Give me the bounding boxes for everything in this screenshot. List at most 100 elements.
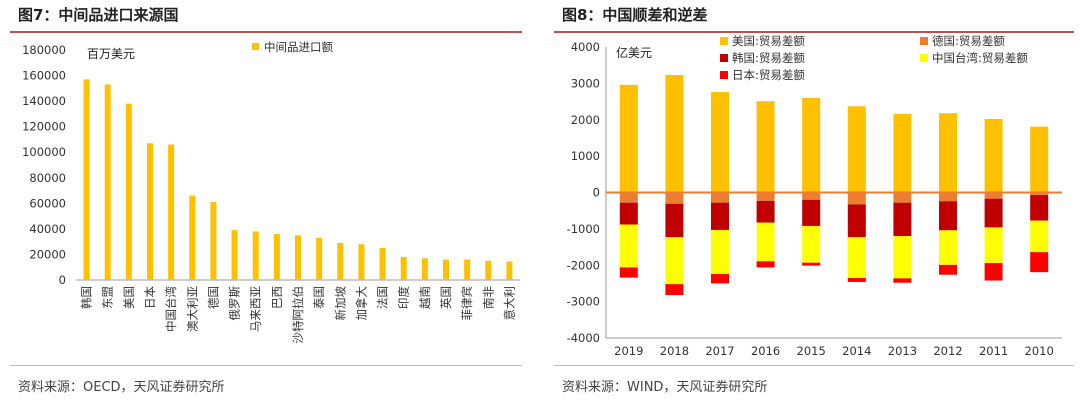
y-tick-label: 0 [59,273,66,287]
bar [358,244,365,280]
bar-segment [802,225,821,263]
x-tick-label: 意大利 [502,286,516,321]
bar-segment [619,267,638,278]
bar-segment [802,192,821,200]
bar-segment [619,192,638,203]
bar [379,248,386,280]
figure-7-panel: 图7：中间品进口来源国 0 20000 40000 60000 80000 100000 1… [0,0,532,402]
bar [485,260,492,280]
bar-segment [847,204,866,238]
legend-label: 德国:贸易差额 [932,34,1005,48]
x-tick-label: 2010 [1025,344,1054,358]
legend-swatch [720,37,728,45]
x-tick-label: 菲律宾 [460,286,474,321]
bar-segment [1030,195,1049,221]
bar-segment [802,199,821,226]
figure-7-source: 资料来源：OECD，天风证券研究所 [18,380,225,395]
bar-segment [939,192,957,202]
x-tick-label: 2017 [705,344,734,358]
bar-segment [711,192,729,203]
bar [464,259,471,280]
x-tick-label: 2016 [751,344,780,358]
figure-7-title: 图7：中间品进口来源国 [18,6,179,24]
figure-8-bottom-rule [554,365,1074,366]
x-tick-label: 2014 [842,344,871,358]
bar-segment [847,237,866,278]
x-tick-label: 新加坡 [333,286,347,321]
bar-segment [756,192,775,201]
bar [337,242,344,280]
figure-7-title-rule [10,31,522,33]
y-tick-label: 100000 [22,145,66,159]
figure-7-chart: 0 20000 40000 60000 80000 100000 120000 140000 1… [22,40,520,344]
bar-segment [665,237,684,285]
bar-segment [1030,220,1049,253]
y-tick-label: -3000 [567,295,600,309]
figure-7-bottom-rule [10,365,522,366]
bar [231,230,238,280]
x-tick-label: 美国 [122,286,136,309]
bar-segment [619,84,638,193]
bar-segment [665,203,684,238]
x-tick-label: 越南 [418,286,432,309]
bar-segment [1030,126,1049,193]
x-tick-label: 韩国 [80,286,94,309]
bar [421,258,428,280]
legend-label: 日本:贸易差额 [732,68,805,82]
bar-segment [893,192,912,203]
bar-segment [939,230,957,265]
x-tick-label: 法国 [376,286,390,309]
legend-swatch [920,37,928,45]
x-tick-label: 印度 [397,286,411,309]
bar-segment [939,264,957,275]
bar [295,235,301,280]
x-tick-label: 2013 [888,344,917,358]
bar-segment [939,201,957,231]
bar [210,202,217,280]
bar-segment [939,113,957,193]
bar [252,231,259,280]
bar-segment [984,192,1003,199]
figure-8-title-rule [554,31,1074,33]
bar-segment [847,106,866,193]
y-tick-label: 160000 [22,69,66,83]
bar-segment [711,202,729,230]
y-tick-label: 80000 [29,171,66,185]
figure-8-source: 资料来源：WIND，天风证券研究所 [562,380,768,395]
y-tick-label: 120000 [22,120,66,134]
x-tick-label: 2015 [797,344,826,358]
bar-segment [756,222,775,262]
bar-segment [802,97,821,193]
y-tick-label: 180000 [22,43,66,57]
bar-segment [756,261,775,268]
y-tick-label: 60000 [29,196,66,210]
bar-segment [711,92,729,193]
bar [168,144,175,280]
legend-label: 美国:贸易差额 [732,34,805,48]
bar-segment [893,278,912,283]
y-tick-label: 40000 [29,222,66,236]
bar-segment [1030,252,1049,273]
bar-segment [984,227,1003,264]
y-tick-label: 0 [593,186,600,200]
x-tick-label: 2011 [979,344,1008,358]
bar-segment [665,284,684,296]
y-tick-label: 1000 [571,149,600,163]
bar-segment [665,192,684,204]
bar-segment [893,202,912,237]
x-tick-label: 南非 [481,286,495,309]
x-tick-label: 2019 [614,344,643,358]
bar-segment [756,101,775,193]
x-tick-label: 日本 [143,286,157,309]
bar-segment [711,273,729,284]
x-tick-label: 澳大利亚 [185,286,199,332]
x-tick-label: 2012 [933,344,962,358]
bar-segment [984,263,1003,281]
bar [506,261,513,280]
bar [125,103,132,281]
bar [400,257,407,280]
x-tick-label: 俄罗斯 [228,286,242,321]
x-tick-label: 沙特阿拉伯 [291,286,305,344]
bar-segment [802,262,821,266]
bar-segment [893,113,912,193]
